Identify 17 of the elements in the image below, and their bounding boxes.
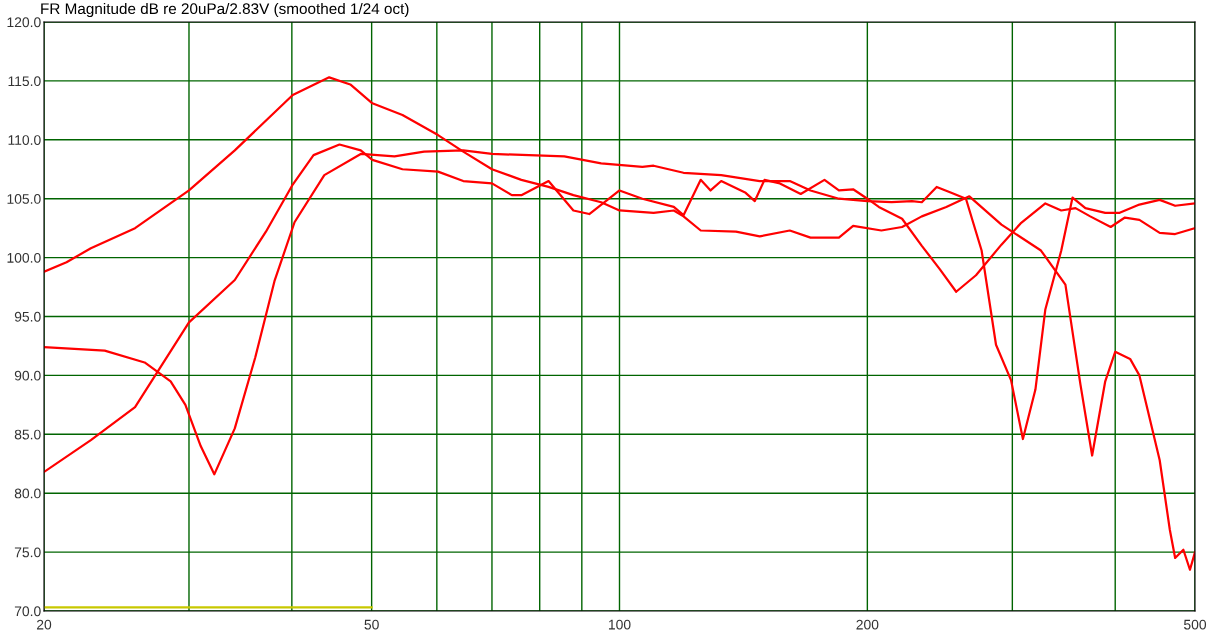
y-tick-label: 115.0 bbox=[8, 76, 41, 87]
x-tick-label: 50 bbox=[364, 619, 379, 630]
y-tick-label: 120.0 bbox=[7, 17, 41, 28]
x-tick-label: 200 bbox=[856, 619, 879, 630]
y-tick-label: 80.0 bbox=[14, 488, 41, 499]
x-tick-label: 500 bbox=[1183, 619, 1207, 630]
y-tick-label: 90.0 bbox=[14, 370, 41, 381]
y-tick-label: 105.0 bbox=[7, 194, 41, 204]
chart-title: FR Magnitude dB re 20uPa/2.83V (smoothed 1/24 oct) bbox=[41, 2, 409, 18]
x-tick-label: 20 bbox=[36, 619, 52, 630]
y-tick-label: 100.0 bbox=[7, 252, 41, 263]
y-tick-label: 75.0 bbox=[14, 547, 41, 558]
y-tick-label: 85.0 bbox=[14, 429, 41, 440]
x-tick-label: 100 bbox=[608, 619, 631, 630]
y-tick-label: 95.0 bbox=[14, 311, 41, 322]
y-tick-label: 110.0 bbox=[8, 135, 41, 145]
y-tick-label: 70.0 bbox=[14, 606, 41, 617]
